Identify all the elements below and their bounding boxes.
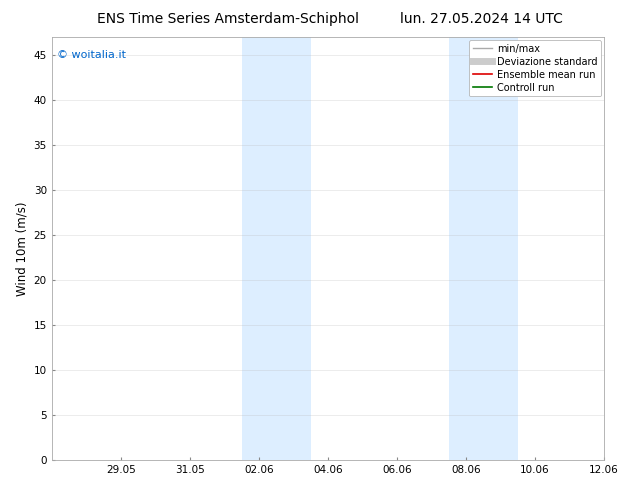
Bar	[242, 37, 311, 460]
Legend: min/max, Deviazione standard, Ensemble mean run, Controll run: min/max, Deviazione standard, Ensemble m…	[469, 40, 601, 97]
Y-axis label: Wind 10m (m/s): Wind 10m (m/s)	[15, 201, 28, 296]
Bar	[449, 37, 518, 460]
Text: © woitalia.it: © woitalia.it	[57, 50, 126, 60]
Text: lun. 27.05.2024 14 UTC: lun. 27.05.2024 14 UTC	[401, 12, 563, 26]
Text: ENS Time Series Amsterdam-Schiphol: ENS Time Series Amsterdam-Schiphol	[97, 12, 359, 26]
